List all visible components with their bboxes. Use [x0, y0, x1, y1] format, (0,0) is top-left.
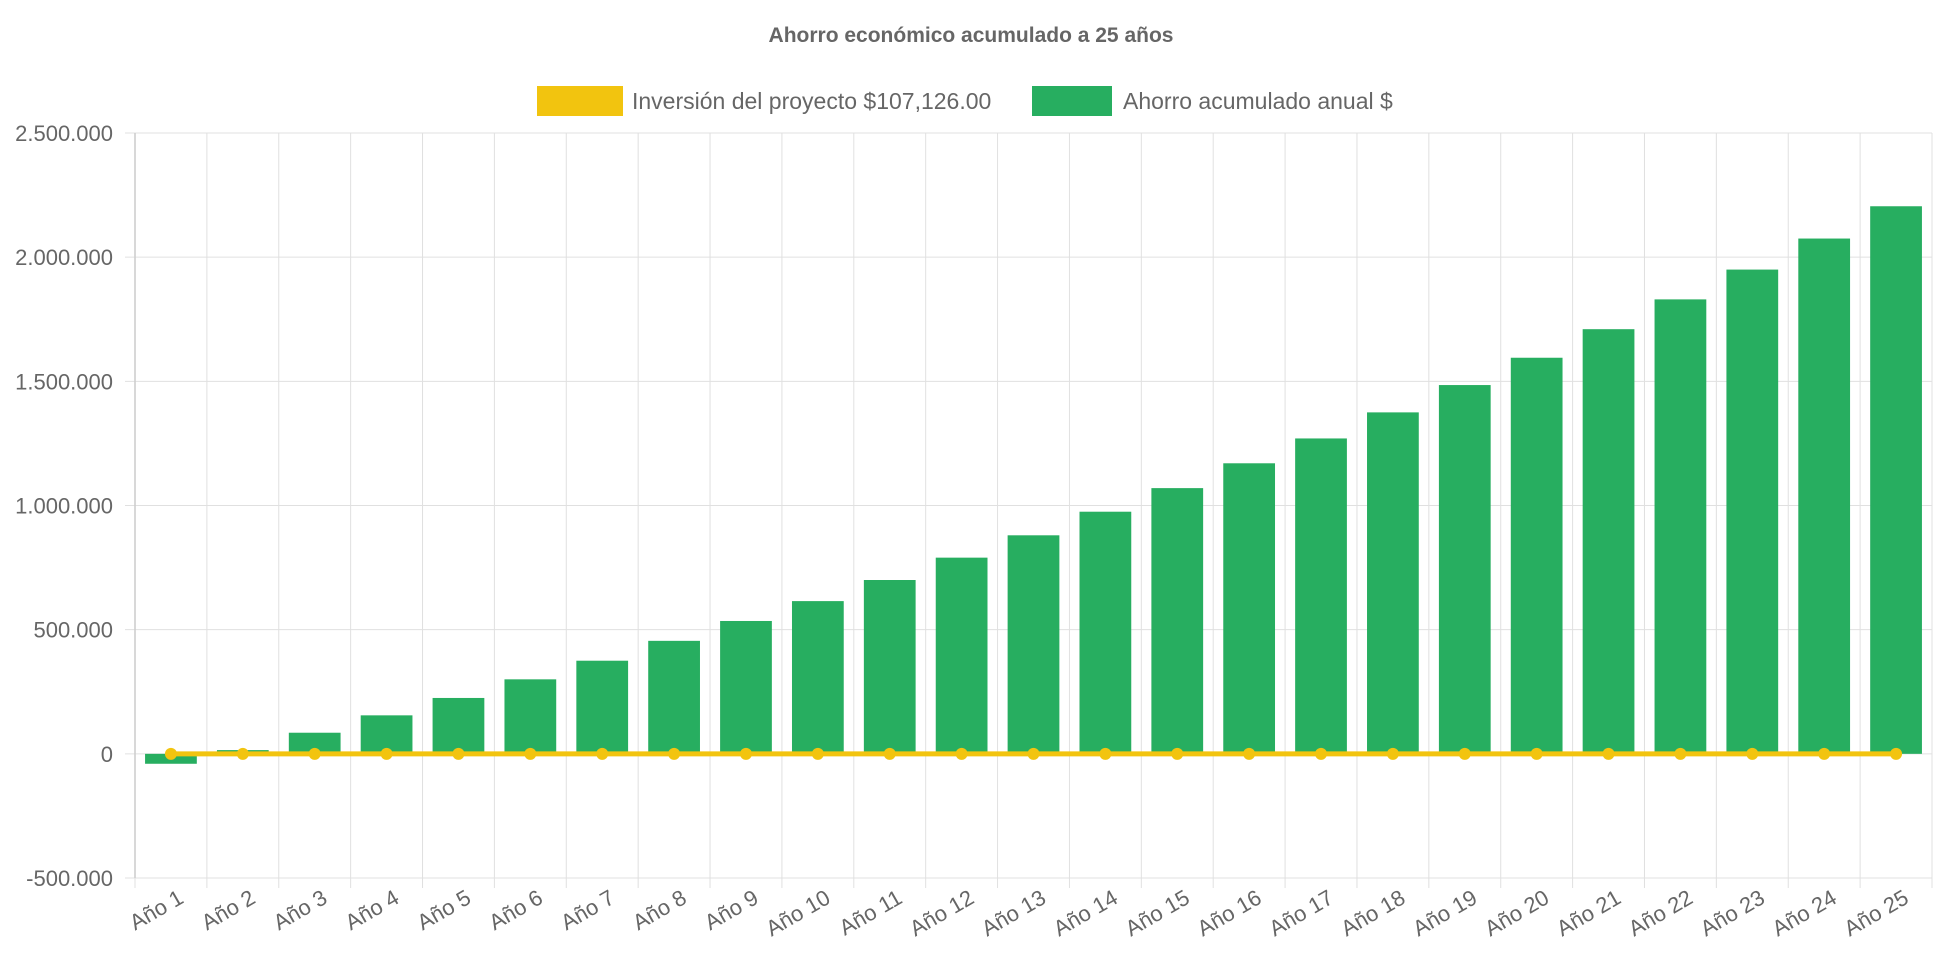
investment-point-12[interactable] [955, 747, 968, 760]
legend-label-savings: Ahorro acumulado anual $ [1123, 88, 1393, 114]
bar-5[interactable] [432, 697, 485, 754]
x-tick-label: Año 5 [413, 885, 475, 935]
bar-18[interactable] [1367, 412, 1419, 754]
investment-point-2[interactable] [236, 747, 249, 760]
investment-point-9[interactable] [739, 747, 752, 760]
y-tick-label: -500.000 [26, 866, 113, 891]
bar-17[interactable] [1295, 438, 1347, 754]
bar-16[interactable] [1223, 463, 1276, 754]
investment-point-25[interactable] [1890, 747, 1903, 760]
bar-20[interactable] [1510, 357, 1563, 754]
x-tick-label: Año 8 [628, 885, 690, 935]
x-tick-label: Año 17 [1265, 885, 1338, 942]
investment-point-5[interactable] [452, 747, 465, 760]
grid [125, 132, 1933, 888]
bar-10[interactable] [791, 601, 844, 754]
investment-point-10[interactable] [811, 747, 824, 760]
investment-point-17[interactable] [1315, 747, 1328, 760]
x-tick-label: Año 13 [977, 885, 1050, 942]
x-tick-label: Año 2 [197, 885, 259, 935]
x-tick-label: Año 4 [341, 885, 403, 935]
bar-4[interactable] [360, 715, 413, 754]
x-tick-label: Año 1 [125, 885, 187, 935]
bar-24[interactable] [1798, 238, 1851, 754]
chart-title: Ahorro económico acumulado a 25 años [769, 24, 1174, 47]
bar-13[interactable] [1007, 535, 1060, 754]
legend-item-savings[interactable]: Ahorro acumulado anual $ [1032, 86, 1393, 116]
legend-swatch-savings [1032, 86, 1112, 116]
bar-23[interactable] [1726, 269, 1779, 754]
bar-21[interactable] [1582, 329, 1635, 754]
bar-9[interactable] [720, 620, 772, 754]
investment-point-20[interactable] [1530, 747, 1543, 760]
bar-14[interactable] [1079, 511, 1132, 754]
bar-3[interactable] [288, 732, 341, 754]
legend-item-investment[interactable]: Inversión del proyecto $107,126.00 [537, 86, 991, 116]
investment-point-14[interactable] [1099, 747, 1112, 760]
y-tick-label: 2.500.000 [15, 121, 113, 146]
x-tick-label: Año 18 [1337, 885, 1410, 942]
bar-8[interactable] [648, 640, 700, 754]
investment-point-8[interactable] [668, 747, 681, 760]
investment-point-3[interactable] [308, 747, 321, 760]
x-tick-label: Año 14 [1049, 885, 1122, 942]
bar-7[interactable] [576, 660, 629, 754]
y-axis-ticks: -500.000 0 500.000 1.000.000 1.500.000 2.000.… [15, 121, 113, 891]
investment-point-18[interactable] [1386, 747, 1399, 760]
investment-point-24[interactable] [1818, 747, 1831, 760]
x-tick-label: Año 16 [1193, 885, 1266, 942]
legend-label-investment: Inversión del proyecto $107,126.00 [632, 88, 991, 114]
bar-15[interactable] [1151, 488, 1204, 754]
legend: Inversión del proyecto $107,126.00 Ahorr… [537, 86, 1393, 116]
investment-point-6[interactable] [524, 747, 537, 760]
x-tick-label: Año 11 [835, 885, 906, 941]
bar-19[interactable] [1438, 385, 1491, 754]
bars-savings [145, 206, 1922, 764]
x-tick-label: Año 25 [1840, 885, 1913, 942]
bar-25[interactable] [1870, 206, 1922, 754]
investment-point-19[interactable] [1458, 747, 1471, 760]
x-tick-label: Año 22 [1624, 885, 1697, 942]
investment-point-11[interactable] [883, 747, 896, 760]
y-tick-label: 1.500.000 [15, 369, 113, 394]
investment-point-13[interactable] [1027, 747, 1040, 760]
legend-swatch-investment [537, 86, 623, 116]
investment-point-7[interactable] [596, 747, 609, 760]
investment-point-22[interactable] [1674, 747, 1687, 760]
x-tick-label: Año 19 [1408, 885, 1481, 942]
y-tick-label: 1.000.000 [15, 494, 113, 519]
x-tick-label: Año 6 [485, 885, 547, 935]
y-tick-label: 500.000 [33, 618, 113, 643]
bar-6[interactable] [504, 679, 557, 754]
line-investment [164, 747, 1903, 760]
x-tick-label: Año 15 [1121, 885, 1194, 942]
x-axis-ticks: Año 1 Año 2 Año 3 Año 4 Año 5 Año 6 Año 7 Año 8… [125, 885, 1912, 942]
investment-point-4[interactable] [380, 747, 393, 760]
bar-12[interactable] [935, 557, 988, 754]
investment-point-21[interactable] [1602, 747, 1615, 760]
investment-point-16[interactable] [1243, 747, 1256, 760]
investment-point-23[interactable] [1746, 747, 1759, 760]
investment-point-1[interactable] [164, 747, 177, 760]
x-tick-label: Año 21 [1552, 885, 1625, 942]
bar-22[interactable] [1654, 299, 1707, 754]
x-tick-label: Año 3 [269, 885, 331, 935]
y-tick-label: 2.000.000 [15, 245, 113, 270]
x-tick-label: Año 9 [700, 885, 762, 935]
x-tick-label: Año 20 [1480, 885, 1553, 942]
x-tick-label: Año 23 [1696, 885, 1769, 942]
bar-11[interactable] [863, 580, 916, 754]
x-tick-label: Año 24 [1768, 885, 1841, 942]
investment-point-15[interactable] [1171, 747, 1184, 760]
y-tick-label: 0 [101, 742, 113, 767]
x-tick-label: Año 7 [556, 885, 618, 935]
x-tick-label: Año 12 [905, 885, 978, 942]
x-tick-label: Año 10 [761, 885, 834, 942]
